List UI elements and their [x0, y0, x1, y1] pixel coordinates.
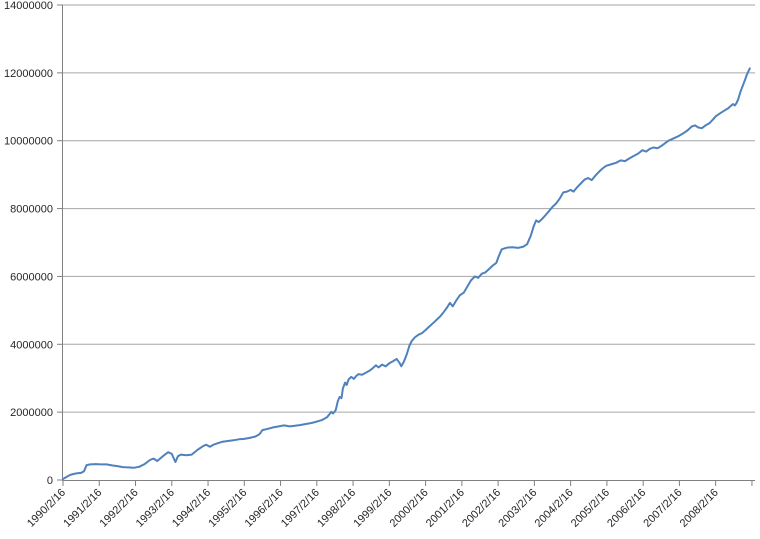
x-axis-label: 2000/2/16 — [388, 487, 431, 530]
series-line — [62, 67, 751, 480]
x-axis-label: 2005/2/16 — [569, 487, 612, 530]
x-axis-label: 1992/2/16 — [98, 487, 141, 530]
x-axis-label: 1996/2/16 — [243, 487, 286, 530]
x-axis-label: 1997/2/16 — [279, 487, 322, 530]
x-axis-label: 1998/2/16 — [315, 487, 358, 530]
x-axis-label: 2006/2/16 — [605, 487, 648, 530]
y-axis-label: 8000000 — [10, 204, 53, 216]
x-axis-label: 1990/2/16 — [25, 487, 68, 530]
x-axis-label: 1999/2/16 — [351, 487, 394, 530]
y-axis-label: 12000000 — [4, 68, 53, 80]
x-axis-label: 1994/2/16 — [170, 487, 213, 530]
y-axis-label: 10000000 — [4, 136, 53, 148]
x-axis-label: 2004/2/16 — [533, 487, 576, 530]
x-axis-label: 2007/2/16 — [641, 487, 684, 530]
x-axis-label: 1991/2/16 — [61, 487, 104, 530]
y-axis-label: 2000000 — [10, 407, 53, 419]
x-axis-label: 2003/2/16 — [496, 487, 539, 530]
x-axis-label: 1993/2/16 — [134, 487, 177, 530]
y-axis-label: 0 — [47, 475, 53, 487]
y-axis-label: 4000000 — [10, 339, 53, 351]
y-axis-label: 6000000 — [10, 271, 53, 283]
x-axis-label: 2002/2/16 — [460, 487, 503, 530]
x-axis-label: 2001/2/16 — [424, 487, 467, 530]
x-axis-label: 1995/2/16 — [206, 487, 249, 530]
y-axis-label: 14000000 — [4, 0, 53, 12]
x-axis-label: 2008/2/16 — [678, 487, 721, 530]
